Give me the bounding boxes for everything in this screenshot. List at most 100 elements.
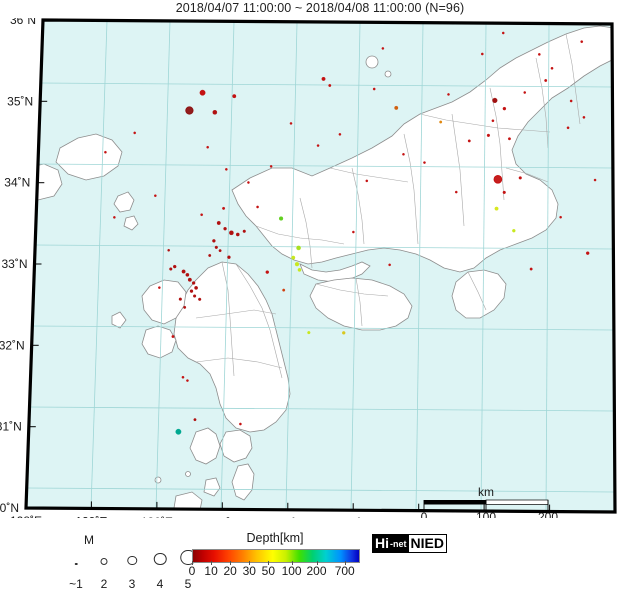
earthquake-epicenter[interactable] xyxy=(298,268,301,271)
earthquake-epicenter[interactable] xyxy=(247,181,249,183)
earthquake-epicenter[interactable] xyxy=(352,231,354,233)
earthquake-epicenter[interactable] xyxy=(468,140,471,143)
earthquake-epicenter[interactable] xyxy=(222,207,225,210)
earthquake-epicenter[interactable] xyxy=(243,230,246,233)
earthquake-epicenter[interactable] xyxy=(297,246,301,250)
earthquake-epicenter[interactable] xyxy=(208,254,211,257)
earthquake-epicenter[interactable] xyxy=(158,287,160,289)
map-canvas[interactable]: km 0 100 200 36˚N35˚N34˚N33˚N32˚N31˚N30˚… xyxy=(0,18,640,518)
earthquake-epicenter[interactable] xyxy=(538,53,540,55)
earthquake-epicenter[interactable] xyxy=(236,233,239,236)
earthquake-epicenter[interactable] xyxy=(182,270,186,274)
earthquake-epicenter[interactable] xyxy=(256,206,258,208)
earthquake-epicenter[interactable] xyxy=(570,100,572,102)
earthquake-epicenter[interactable] xyxy=(173,265,176,268)
earthquake-epicenter[interactable] xyxy=(581,41,583,43)
latitude-label: 30˚N xyxy=(0,501,19,515)
earthquake-epicenter[interactable] xyxy=(394,106,398,110)
earthquake-epicenter[interactable] xyxy=(172,335,175,338)
earthquake-epicenter[interactable] xyxy=(373,88,375,90)
earthquake-epicenter[interactable] xyxy=(524,91,526,93)
earthquake-epicenter[interactable] xyxy=(551,67,553,69)
earthquake-epicenter[interactable] xyxy=(215,246,218,249)
earthquake-epicenter[interactable] xyxy=(567,127,569,129)
earthquake-epicenter[interactable] xyxy=(366,180,368,182)
earthquake-epicenter[interactable] xyxy=(194,286,197,289)
earthquake-epicenter[interactable] xyxy=(322,77,326,81)
earthquake-epicenter[interactable] xyxy=(186,379,188,381)
earthquake-epicenter[interactable] xyxy=(291,256,295,260)
earthquake-epicenter[interactable] xyxy=(282,289,285,292)
earthquake-epicenter[interactable] xyxy=(329,84,332,87)
earthquake-epicenter[interactable] xyxy=(194,418,197,421)
earthquake-epicenter[interactable] xyxy=(217,221,221,225)
earthquake-epicenter[interactable] xyxy=(503,107,506,110)
earthquake-epicenter[interactable] xyxy=(186,107,193,114)
earthquake-epicenter[interactable] xyxy=(487,134,490,137)
earthquake-epicenter[interactable] xyxy=(233,94,237,98)
earthquake-epicenter[interactable] xyxy=(389,264,391,266)
earthquake-epicenter[interactable] xyxy=(183,306,186,309)
longitude-label: 131˚E xyxy=(206,515,238,518)
earthquake-epicenter[interactable] xyxy=(492,98,497,103)
earthquake-epicenter[interactable] xyxy=(502,32,504,34)
earthquake-epicenter[interactable] xyxy=(530,268,533,271)
earthquake-epicenter[interactable] xyxy=(193,295,196,298)
earthquake-epicenter[interactable] xyxy=(266,271,269,274)
earthquake-epicenter[interactable] xyxy=(213,110,217,114)
earthquake-epicenter[interactable] xyxy=(154,195,156,197)
magnitude-label: ~1 xyxy=(69,577,83,591)
earthquake-epicenter[interactable] xyxy=(198,298,201,301)
earthquake-epicenter[interactable] xyxy=(169,268,172,271)
earthquake-epicenter[interactable] xyxy=(188,278,192,282)
earthquake-epicenter[interactable] xyxy=(224,227,227,230)
earthquake-epicenter[interactable] xyxy=(586,252,589,255)
earthquake-epicenter[interactable] xyxy=(402,153,404,155)
earthquake-epicenter[interactable] xyxy=(503,191,506,194)
earthquake-epicenter[interactable] xyxy=(455,191,457,193)
earthquake-epicenter[interactable] xyxy=(494,176,502,184)
earthquake-epicenter[interactable] xyxy=(508,138,511,141)
earthquake-epicenter[interactable] xyxy=(317,144,319,146)
earthquake-epicenter[interactable] xyxy=(382,47,384,49)
earthquake-epicenter[interactable] xyxy=(439,121,442,124)
earthquake-epicenter[interactable] xyxy=(583,116,585,118)
earthquake-epicenter[interactable] xyxy=(134,132,136,134)
earthquake-epicenter[interactable] xyxy=(212,239,215,242)
earthquake-epicenter[interactable] xyxy=(295,262,299,266)
earthquake-epicenter[interactable] xyxy=(168,249,170,251)
earthquake-epicenter[interactable] xyxy=(176,429,181,434)
earthquake-epicenter[interactable] xyxy=(179,298,182,301)
earthquake-epicenter[interactable] xyxy=(594,179,596,181)
earthquake-epicenter[interactable] xyxy=(190,290,193,293)
earthquake-epicenter[interactable] xyxy=(279,217,283,221)
earthquake-epicenter[interactable] xyxy=(207,146,209,148)
earthquake-epicenter[interactable] xyxy=(104,151,106,153)
earthquake-epicenter[interactable] xyxy=(512,229,515,232)
earthquake-epicenter[interactable] xyxy=(182,376,184,378)
earthquake-epicenter[interactable] xyxy=(200,90,205,95)
earthquake-epicenter[interactable] xyxy=(227,256,230,259)
earthquake-epicenter[interactable] xyxy=(495,207,499,211)
earthquake-epicenter[interactable] xyxy=(481,53,483,55)
earthquake-epicenter[interactable] xyxy=(342,331,345,334)
earthquake-epicenter[interactable] xyxy=(339,133,341,135)
earthquake-epicenter[interactable] xyxy=(290,122,292,124)
earthquake-epicenter[interactable] xyxy=(423,161,425,163)
earthquake-epicenter[interactable] xyxy=(239,423,241,425)
earthquake-epicenter[interactable] xyxy=(113,216,115,218)
earthquake-epicenter[interactable] xyxy=(219,249,222,252)
earthquake-epicenter[interactable] xyxy=(560,216,562,218)
earthquake-epicenter[interactable] xyxy=(192,282,195,285)
earthquake-epicenter[interactable] xyxy=(447,93,449,95)
earthquake-epicenter[interactable] xyxy=(201,214,203,216)
earthquake-epicenter[interactable] xyxy=(270,165,272,167)
earthquake-epicenter[interactable] xyxy=(229,231,233,235)
earthquake-epicenter[interactable] xyxy=(186,273,189,276)
earthquake-epicenter[interactable] xyxy=(544,79,547,82)
seismicity-map[interactable]: km 0 100 200 36˚N35˚N34˚N33˚N32˚N31˚N30˚… xyxy=(0,18,640,518)
earthquake-epicenter[interactable] xyxy=(225,168,227,170)
earthquake-epicenter[interactable] xyxy=(492,120,494,122)
earthquake-epicenter[interactable] xyxy=(519,177,522,180)
earthquake-epicenter[interactable] xyxy=(307,331,310,334)
